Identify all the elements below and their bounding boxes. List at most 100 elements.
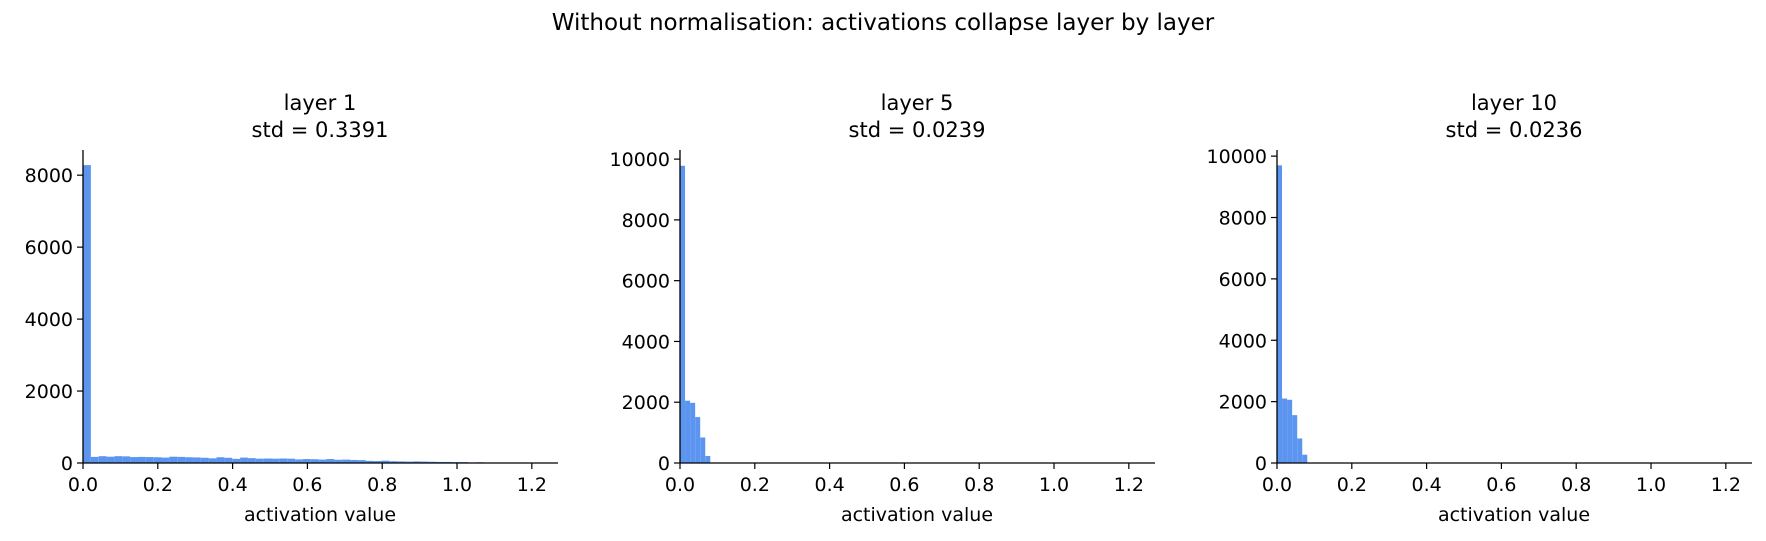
subplot-layer-5: 0.0 0.2 0.4 0.6 0.8 1.0 1.2 0 2000 4000 6000 8000 10… (610, 91, 1155, 526)
histogram-bar (192, 457, 201, 463)
histogram-bar (161, 457, 170, 463)
histogram-bar (295, 459, 303, 463)
histogram-bar (232, 458, 241, 463)
x-tick-label: 0.4 (217, 474, 247, 496)
histogram-bar (122, 456, 131, 463)
histogram-bar (334, 459, 343, 463)
histogram-bar (130, 457, 138, 463)
subplot-title: layer 1 (284, 91, 357, 115)
x-tick-label: 0.2 (143, 474, 173, 496)
histogram-bar (169, 456, 178, 463)
x-tick-label: 1.0 (1636, 474, 1666, 496)
figure-title: Without normalisation: activations colla… (551, 10, 1215, 36)
histogram-bar (153, 457, 162, 463)
histogram-bar (145, 457, 154, 463)
histogram-bar (98, 456, 107, 463)
x-tick-label: 1.2 (1114, 474, 1144, 496)
subplot-title: layer 5 (881, 91, 954, 115)
y-tick-label: 8000 (25, 165, 73, 187)
histogram-bar (1282, 398, 1288, 463)
x-tick-label: 0.2 (740, 474, 770, 496)
histogram-bar (365, 460, 374, 463)
y-tick-label: 6000 (1219, 269, 1267, 291)
histogram-bar (695, 417, 701, 463)
histogram-bar (255, 458, 264, 463)
x-tick-label: 0.6 (292, 474, 322, 496)
histogram-bar (247, 458, 256, 463)
histogram-bar (106, 456, 115, 463)
subplot-layer-1: 0.0 0.2 0.4 0.6 0.8 1.0 1.2 0 2000 4000 6000 8000 ac… (25, 91, 558, 526)
histogram-bar (381, 460, 390, 463)
histogram-bar (342, 459, 351, 463)
y-tick-label: 2000 (1219, 392, 1267, 414)
y-tick-label: 0 (1255, 453, 1267, 475)
subplot-std-label: std = 0.3391 (252, 118, 389, 142)
y-tick-label: 2000 (25, 381, 73, 403)
histogram-bar (200, 457, 209, 463)
x-tick-label: 1.0 (1039, 474, 1069, 496)
x-tick-label: 1.0 (442, 474, 472, 496)
x-tick-label: 0.8 (367, 474, 397, 496)
subplot-std-label: std = 0.0239 (849, 118, 986, 142)
x-tick-label: 0.4 (1411, 474, 1441, 496)
x-tick-label: 0.0 (68, 474, 98, 496)
y-tick-label: 8000 (622, 210, 670, 232)
x-tick-label: 0.6 (1486, 474, 1516, 496)
histogram-bar (318, 459, 327, 463)
x-axis-label: activation value (1438, 504, 1590, 526)
histogram-bar (373, 461, 382, 463)
y-tick-label: 10000 (1207, 146, 1267, 168)
x-axis-label: activation value (244, 504, 396, 526)
y-tick-label: 4000 (1219, 330, 1267, 352)
x-tick-label: 0.8 (1561, 474, 1591, 496)
y-tick-label: 4000 (622, 331, 670, 353)
histogram-bar (216, 457, 225, 463)
subplot-title: layer 10 (1471, 91, 1557, 115)
x-tick-label: 0.4 (814, 474, 844, 496)
histogram-bar (224, 457, 233, 463)
y-tick-label: 0 (61, 453, 73, 475)
histogram-bar (90, 456, 99, 463)
subplot-std-label: std = 0.0236 (1446, 118, 1583, 142)
x-tick-label: 0.8 (964, 474, 994, 496)
histogram-bar (263, 458, 272, 463)
subplot-layer-10: 0.0 0.2 0.4 0.6 0.8 1.0 1.2 0 2000 4000 6000 8000 10… (1207, 91, 1752, 526)
histogram-bar (357, 460, 366, 463)
x-tick-label: 0.0 (1262, 474, 1292, 496)
histogram-bar (326, 459, 335, 463)
histogram-bar (310, 459, 319, 463)
x-tick-label: 1.2 (517, 474, 547, 496)
y-tick-label: 6000 (622, 271, 670, 293)
histogram-bar (1297, 438, 1303, 463)
x-tick-label: 1.2 (1711, 474, 1741, 496)
x-axis-label: activation value (841, 504, 993, 526)
histogram-bar (397, 461, 406, 463)
histogram-bar (1302, 454, 1308, 463)
x-tick-label: 0.0 (665, 474, 695, 496)
histogram-bar (690, 402, 696, 463)
histogram-bar (685, 400, 691, 463)
histogram-bar (208, 458, 217, 463)
histogram-bar (1277, 165, 1283, 463)
histogram-bar (271, 458, 280, 463)
histogram-bar (412, 461, 421, 463)
y-tick-label: 10000 (610, 149, 670, 171)
y-tick-label: 6000 (25, 237, 73, 259)
x-tick-label: 0.2 (1337, 474, 1367, 496)
histogram-bar (185, 457, 193, 463)
histogram-bar (1287, 399, 1293, 463)
y-tick-label: 4000 (25, 309, 73, 331)
y-tick-label: 8000 (1219, 208, 1267, 230)
histogram-bar (705, 456, 711, 463)
histogram-bar (114, 456, 123, 463)
histogram-bar (287, 458, 296, 463)
histogram-bar (405, 461, 413, 463)
histogram-bar (700, 437, 706, 463)
histogram-bar (240, 457, 248, 463)
histogram-bar (680, 165, 686, 463)
histogram-bar (302, 459, 311, 463)
y-tick-label: 2000 (622, 392, 670, 414)
histogram-bar (1292, 415, 1298, 463)
histogram-bar (389, 461, 398, 463)
